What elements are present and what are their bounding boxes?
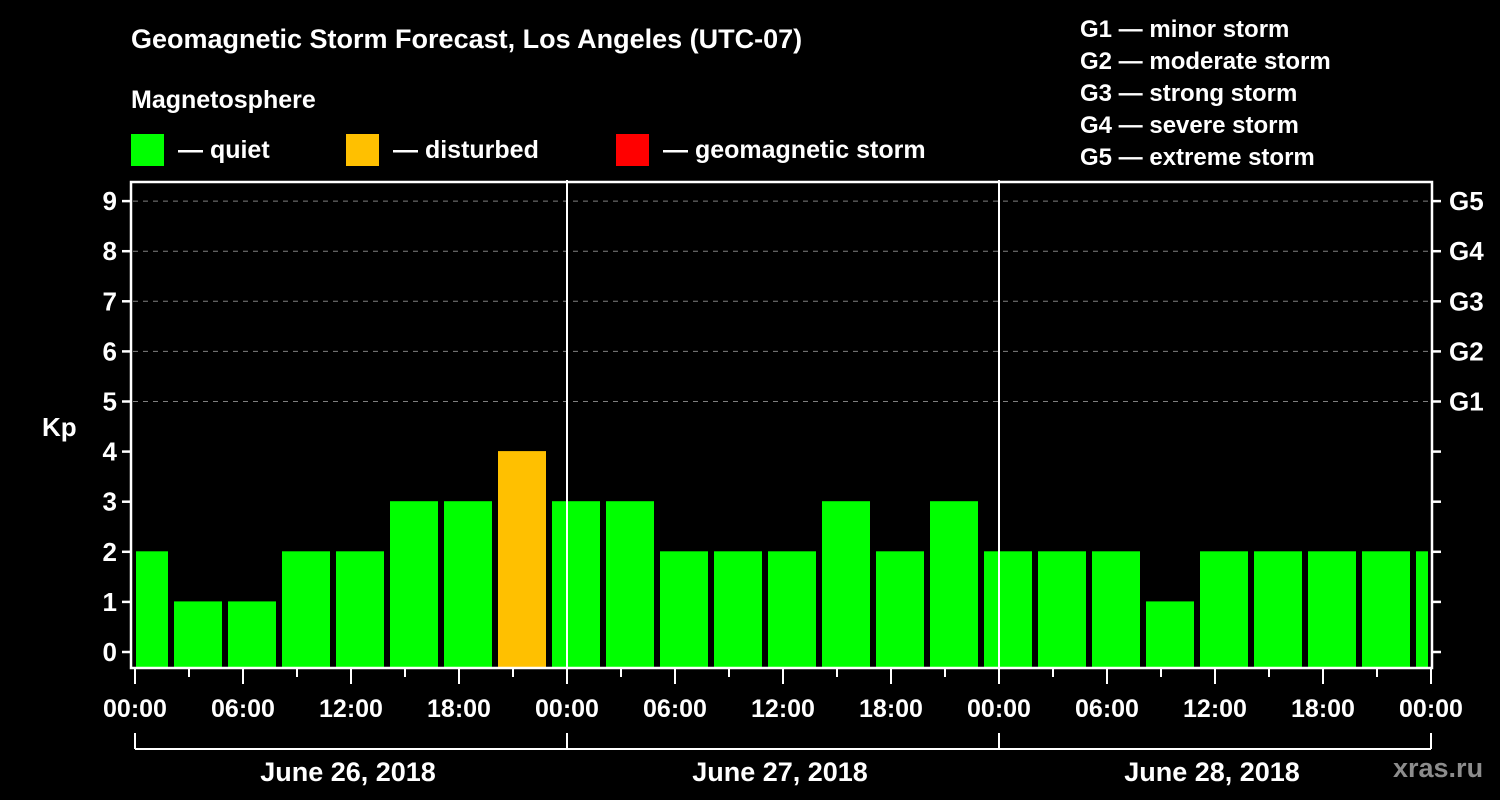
bar [822, 501, 870, 667]
g-scale-label: G1 [1449, 387, 1484, 417]
y-tick-labels: 0 1 2 3 4 5 6 7 8 9 [103, 186, 118, 667]
bar [1362, 551, 1410, 667]
bar [444, 501, 492, 667]
bar [136, 551, 168, 667]
g-scale-label: G4 [1449, 236, 1484, 266]
y-tick-label: 7 [103, 286, 117, 316]
x-tick-label: 18:00 [427, 695, 491, 723]
bar [1092, 551, 1140, 667]
bar-series [136, 451, 1428, 667]
y-tick-label: 4 [103, 437, 118, 467]
storm-scale-legend: G1 — minor storm G2 — moderate storm G3 — … [1080, 14, 1331, 174]
legend-swatch [346, 134, 379, 166]
legend-label: — quiet [178, 135, 270, 164]
storm-scale-item: G4 — severe storm [1080, 112, 1299, 139]
legend-label: — geomagnetic storm [663, 135, 926, 164]
storm-scale-item: G1 — minor storm [1080, 16, 1290, 43]
legend-item: — geomagnetic storm [616, 134, 926, 166]
y-tick-label: 1 [103, 587, 117, 617]
day-label: June 28, 2018 [1124, 757, 1300, 787]
storm-scale-item: G5 — extreme storm [1080, 144, 1315, 171]
bar [1200, 551, 1248, 667]
bar [606, 501, 654, 667]
bar [984, 551, 1032, 667]
x-tick-label: 06:00 [643, 695, 707, 723]
g-scale-label: G3 [1449, 286, 1484, 316]
bar [174, 601, 222, 667]
bar [1146, 601, 1194, 667]
bar [1308, 551, 1356, 667]
legend-item: — disturbed [346, 134, 539, 166]
bar [390, 501, 438, 667]
bar [768, 551, 816, 667]
y-axis-label: Kp [42, 412, 77, 442]
bar [1254, 551, 1302, 667]
storm-scale-item: G2 — moderate storm [1080, 48, 1331, 75]
y-tick-label: 0 [103, 637, 117, 667]
x-tick-label: 12:00 [751, 695, 815, 723]
y-tick-label: 2 [103, 537, 117, 567]
x-tick-label: 12:00 [319, 695, 383, 723]
legend-swatch [131, 134, 164, 166]
x-tick-label: 18:00 [859, 695, 923, 723]
x-tick-label: 18:00 [1291, 695, 1355, 723]
g-scale-label: G2 [1449, 336, 1484, 366]
x-tick-labels: 00:00 06:00 12:00 18:00 00:00 06:00 12:00 18:00… [103, 695, 1463, 723]
legend-swatch [616, 134, 649, 166]
bar [1038, 551, 1086, 667]
watermark: xras.ru [1393, 753, 1484, 783]
legend-title: Magnetosphere [131, 86, 316, 114]
y-tick-label: 3 [103, 487, 117, 517]
x-tick-label: 00:00 [535, 695, 599, 723]
x-tick-label: 12:00 [1183, 695, 1247, 723]
axes [122, 180, 1441, 750]
bar [930, 501, 978, 667]
bar [876, 551, 924, 667]
x-tick-label: 06:00 [1075, 695, 1139, 723]
gridlines [133, 200, 1430, 402]
day-labels: June 26, 2018 June 27, 2018 June 28, 2018 [260, 757, 1300, 787]
storm-scale-item: G3 — strong storm [1080, 80, 1298, 107]
bar [282, 551, 330, 667]
plot-frame [129, 180, 1434, 670]
y-tick-label: 9 [103, 186, 117, 216]
legend-label: — disturbed [393, 135, 539, 164]
bar [498, 451, 546, 667]
day-label: June 27, 2018 [692, 757, 868, 787]
x-tick-label: 00:00 [1399, 695, 1463, 723]
x-tick-label: 06:00 [211, 695, 275, 723]
bar [336, 551, 384, 667]
chart-title: Geomagnetic Storm Forecast, Los Angeles … [131, 24, 803, 54]
g-scale-label: G5 [1449, 186, 1484, 216]
y-tick-label: 6 [103, 336, 117, 366]
bar [660, 551, 708, 667]
y-tick-label: 5 [103, 387, 117, 417]
bar [714, 551, 762, 667]
day-label: June 26, 2018 [260, 757, 436, 787]
y-tick-label: 8 [103, 236, 117, 266]
bar [228, 601, 276, 667]
legend-item: — quiet [131, 134, 270, 166]
x-tick-label: 00:00 [967, 695, 1031, 723]
g-scale-tick-labels: G1 G2 G3 G4 G5 [1449, 186, 1484, 416]
bar [1416, 551, 1428, 667]
x-tick-label: 00:00 [103, 695, 167, 723]
bar [552, 501, 600, 667]
